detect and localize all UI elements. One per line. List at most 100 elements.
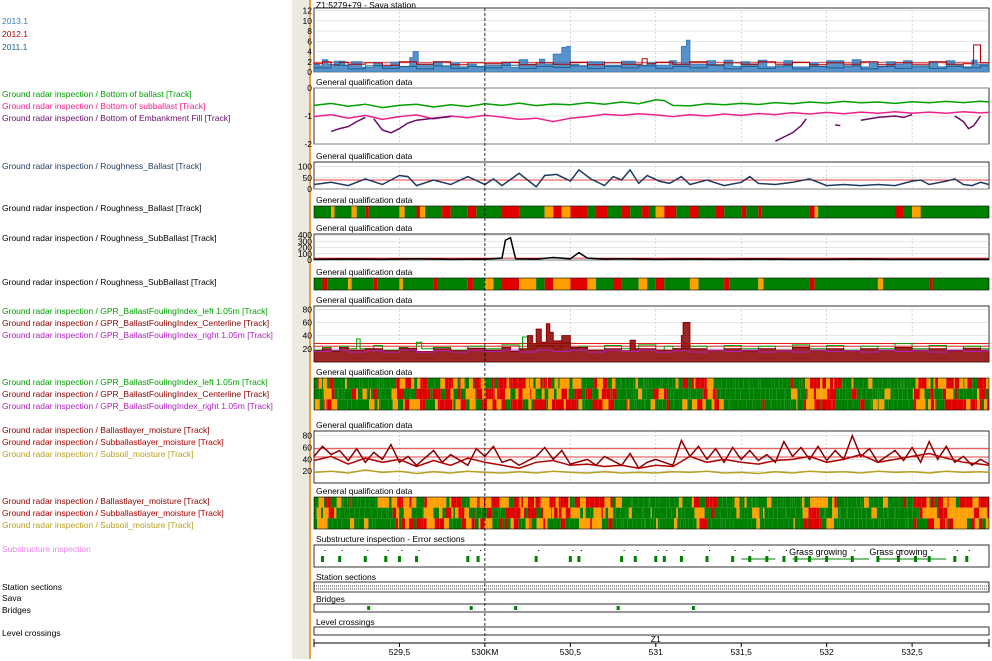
band-cell-moisture-band bbox=[671, 507, 677, 519]
band-cell-fouling-band bbox=[875, 388, 878, 400]
band-cell-fouling-band bbox=[530, 388, 532, 400]
series-label-lbl-substructure[interactable]: Substructure inspection bbox=[2, 544, 91, 554]
series-label-lbl-ballast-moist[interactable]: Ground radar inspection / Ballastlayer_m… bbox=[2, 425, 210, 435]
band-cell-fouling-band bbox=[769, 388, 773, 400]
ytick-long-level: 2 bbox=[307, 57, 312, 67]
band-cell-fouling-band bbox=[329, 378, 334, 389]
series-label-lbl-2011[interactable]: 2011.1 bbox=[2, 42, 28, 52]
band-cell-moisture-band bbox=[585, 518, 591, 529]
series-label-lbl-bot-ballast[interactable]: Ground radar inspection / Bottom of ball… bbox=[2, 89, 192, 99]
series-fill-fouling-index-1 bbox=[314, 322, 989, 362]
series-label-lbl-subsoil-moist-band[interactable]: Ground radar inspection / Subsoil_moistu… bbox=[2, 520, 194, 530]
series-label-lbl-rough-sub-line[interactable]: Ground radar inspection / Roughness_SubB… bbox=[2, 233, 217, 243]
band-cell-moisture-band bbox=[883, 497, 888, 508]
band-cell-moisture-band bbox=[744, 518, 748, 529]
band-cell-fouling-band bbox=[807, 388, 811, 400]
band-cell-fouling-band bbox=[702, 388, 704, 400]
series-label-lbl-subballast-moist-band[interactable]: Ground radar inspection / Subballastlaye… bbox=[2, 508, 224, 518]
series-label-lbl-fouling-left[interactable]: Ground radar inspection / GPR_BallastFou… bbox=[2, 306, 268, 316]
band-cell-fouling-band bbox=[948, 388, 954, 400]
band-cell-fouling-band bbox=[388, 399, 393, 410]
band-cell-fouling-band bbox=[622, 388, 627, 400]
series-label-lbl-fouling-right-band[interactable]: Ground radar inspection / GPR_BallastFou… bbox=[2, 401, 273, 411]
series-label-lbl-bot-subballast[interactable]: Ground radar inspection / Bottom of subb… bbox=[2, 101, 206, 111]
substructure-dot bbox=[768, 550, 770, 551]
pane-splitter[interactable] bbox=[292, 0, 311, 659]
series-label-lbl-rough-ballast-line[interactable]: Ground radar inspection / Roughness_Ball… bbox=[2, 161, 202, 171]
band-cell-moisture-band bbox=[764, 518, 770, 529]
band-cell-fouling-band bbox=[488, 388, 492, 400]
panel-title-moisture-band: General qualification data bbox=[316, 486, 413, 496]
band-cell-fouling-band bbox=[808, 399, 811, 410]
band-cell-fouling-band bbox=[530, 378, 534, 389]
band-cell-moisture-band bbox=[444, 518, 449, 529]
band-cell-fouling-band bbox=[727, 378, 730, 389]
series-label-lbl-ballast-moist-band[interactable]: Ground radar inspection / Ballastlayer_m… bbox=[2, 496, 210, 506]
series-line-bottom-layers-2-1 bbox=[373, 115, 451, 134]
band-cell-fouling-band bbox=[370, 388, 371, 400]
series-label-lbl-bot-embankment[interactable]: Ground radar inspection / Bottom of Emba… bbox=[2, 113, 231, 123]
band-cell-fouling-band bbox=[858, 378, 864, 389]
band-cell-fouling-band bbox=[528, 388, 531, 400]
series-label-lbl-fouling-left-band[interactable]: Ground radar inspection / GPR_BallastFou… bbox=[2, 377, 268, 387]
band-cell-moisture-band bbox=[986, 497, 989, 508]
band-cell-fouling-band bbox=[482, 399, 484, 410]
band-cell-fouling-band bbox=[951, 399, 958, 410]
band-cell-moisture-band bbox=[657, 518, 660, 529]
band-cell-fouling-band bbox=[822, 388, 828, 400]
series-label-lbl-rough-ballast-band[interactable]: Ground radar inspection / Roughness_Ball… bbox=[2, 203, 202, 213]
band-segment-roughness-subballast-band bbox=[763, 278, 810, 290]
band-segment-roughness-ballast-band bbox=[621, 206, 631, 218]
series-label-lbl-fouling-center[interactable]: Ground radar inspection / GPR_BallastFou… bbox=[2, 318, 270, 328]
series-label-lbl-sava[interactable]: Sava bbox=[2, 593, 22, 603]
band-cell-moisture-band bbox=[351, 497, 358, 508]
band-cell-moisture-band bbox=[804, 497, 809, 508]
ytick-roughness-subballast: 400 bbox=[298, 230, 312, 240]
band-cell-moisture-band bbox=[534, 497, 536, 508]
band-cell-moisture-band bbox=[579, 518, 586, 529]
band-cell-moisture-band bbox=[461, 507, 465, 519]
series-label-lbl-2012[interactable]: 2012.1 bbox=[2, 29, 28, 39]
band-cell-fouling-band bbox=[833, 399, 836, 410]
band-cell-fouling-band bbox=[404, 399, 410, 410]
band-cell-fouling-band bbox=[675, 388, 679, 400]
band-cell-moisture-band bbox=[636, 518, 642, 529]
substructure-title: Substructure inspection - Error sections bbox=[316, 534, 465, 544]
chart-area: Z1:5279+79 - Sava stationLONG.LEV.STD.DE… bbox=[292, 0, 992, 661]
band-cell-fouling-band bbox=[731, 399, 733, 410]
band-cell-moisture-band bbox=[931, 518, 935, 529]
band-cell-moisture-band bbox=[829, 518, 834, 529]
band-cell-moisture-band bbox=[770, 518, 773, 529]
band-cell-moisture-band bbox=[421, 518, 424, 529]
band-cell-moisture-band bbox=[919, 518, 926, 529]
series-label-lbl-rough-sub-band[interactable]: Ground radar inspection / Roughness_SubB… bbox=[2, 277, 217, 287]
band-cell-fouling-band bbox=[318, 378, 322, 389]
series-label-lbl-subballast-moist[interactable]: Ground radar inspection / Subballastlaye… bbox=[2, 437, 224, 447]
series-label-lbl-fouling-right[interactable]: Ground radar inspection / GPR_BallastFou… bbox=[2, 330, 273, 340]
band-cell-fouling-band bbox=[381, 388, 386, 400]
band-cell-moisture-band bbox=[458, 507, 462, 519]
band-cell-moisture-band bbox=[900, 497, 904, 508]
substructure-dot bbox=[418, 550, 420, 551]
band-cell-moisture-band bbox=[951, 497, 956, 508]
band-cell-fouling-band bbox=[445, 388, 451, 400]
series-label-lbl-subsoil-moist[interactable]: Ground radar inspection / Subsoil_moistu… bbox=[2, 449, 194, 459]
substructure-dot bbox=[879, 550, 881, 551]
band-cell-fouling-band bbox=[344, 388, 348, 400]
series-label-lbl-station-sections[interactable]: Station sections bbox=[2, 582, 63, 592]
band-cell-moisture-band bbox=[821, 518, 827, 529]
band-segment-roughness-subballast-band bbox=[638, 278, 648, 290]
band-segment-roughness-subballast-band bbox=[437, 278, 468, 290]
series-label-lbl-level-crossings[interactable]: Level crossings bbox=[2, 628, 61, 638]
substructure-marker bbox=[476, 556, 480, 562]
band-cell-moisture-band bbox=[386, 507, 389, 519]
series-label-lbl-2013[interactable]: 2013.1 bbox=[2, 16, 28, 26]
series-label-lbl-fouling-center-band[interactable]: Ground radar inspection / GPR_BallastFou… bbox=[2, 389, 270, 399]
band-cell-fouling-band bbox=[327, 378, 330, 389]
band-cell-moisture-band bbox=[847, 497, 852, 508]
band-cell-fouling-band bbox=[851, 378, 854, 389]
band-cell-fouling-band bbox=[612, 388, 617, 400]
band-cell-moisture-band bbox=[858, 518, 863, 529]
band-cell-fouling-band bbox=[778, 378, 780, 389]
series-label-lbl-bridges[interactable]: Bridges bbox=[2, 605, 31, 615]
